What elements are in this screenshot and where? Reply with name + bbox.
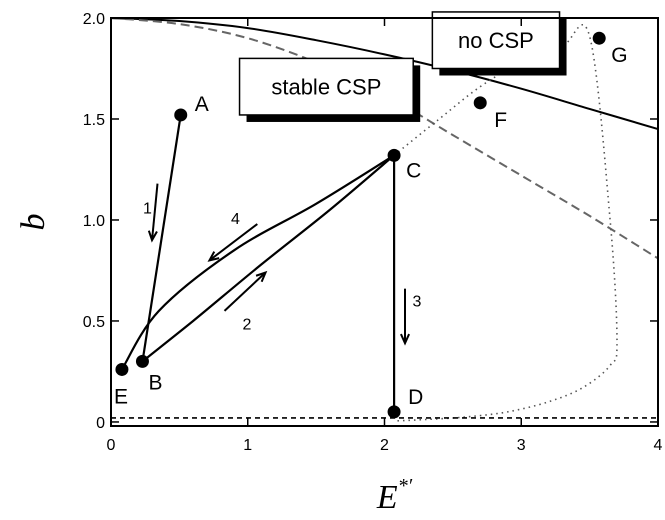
annotation-label: no CSP: [458, 28, 534, 53]
y-tick-label: 0: [96, 415, 105, 432]
x-tick-label: 0: [107, 437, 116, 454]
arrow-label-2: 2: [243, 317, 252, 334]
arrow-2-head: [255, 270, 268, 283]
point-label-C: C: [406, 159, 421, 182]
point-label-G: G: [611, 44, 627, 67]
y-tick-label: 0.5: [83, 314, 105, 331]
point-label-E: E: [114, 385, 128, 408]
point-E: [115, 362, 129, 376]
point-G: [592, 31, 606, 45]
arrow-label-3: 3: [413, 294, 422, 311]
annotation-box: [238, 57, 414, 116]
x-tick-label: 3: [517, 437, 526, 454]
arrow-1-head: [147, 230, 158, 243]
arrow-4: [208, 223, 258, 262]
path-a-b: [141, 114, 182, 362]
axis-ticks: 0 1 2 3 4 0 0.5 1.0 1.5 2.0: [83, 11, 663, 454]
arrow-2: [223, 271, 267, 312]
point-label-A: A: [195, 93, 209, 116]
y-tick-label: 2.0: [83, 11, 105, 28]
direction-arrows: 1 2 3 4: [143, 183, 422, 346]
point-label-D: D: [408, 386, 423, 409]
arrow-label-4: 4: [231, 211, 240, 228]
trajectory-paths: [120, 114, 396, 412]
annotation-label: stable CSP: [271, 75, 381, 100]
path-c-e: [120, 154, 395, 370]
point-A: [174, 108, 188, 122]
x-tick-label: 4: [654, 437, 663, 454]
annotation-box: [431, 11, 561, 70]
path-b-c: [141, 154, 395, 363]
state-points: A B C D E F G: [114, 31, 628, 419]
region-annotations: stable CSP no CSP: [238, 11, 567, 122]
x-axis-label: E*′: [376, 475, 413, 516]
arrow-1: [151, 183, 159, 241]
y-tick-label: 1.0: [83, 213, 105, 230]
boundary-solid: [110, 17, 659, 131]
point-C: [387, 148, 401, 162]
point-F: [473, 96, 487, 110]
y-axis-label: b: [15, 214, 52, 231]
x-tick-label: 2: [380, 437, 389, 454]
point-label-B: B: [148, 371, 162, 394]
point-D: [387, 405, 401, 419]
arrow-3-head: [400, 333, 411, 346]
arrow-4-head: [207, 251, 220, 262]
x-tick-label: 1: [243, 437, 252, 454]
y-tick-label: 1.5: [83, 112, 105, 129]
arrow-label-1: 1: [143, 201, 152, 218]
point-label-F: F: [494, 109, 507, 132]
point-B: [135, 354, 149, 368]
